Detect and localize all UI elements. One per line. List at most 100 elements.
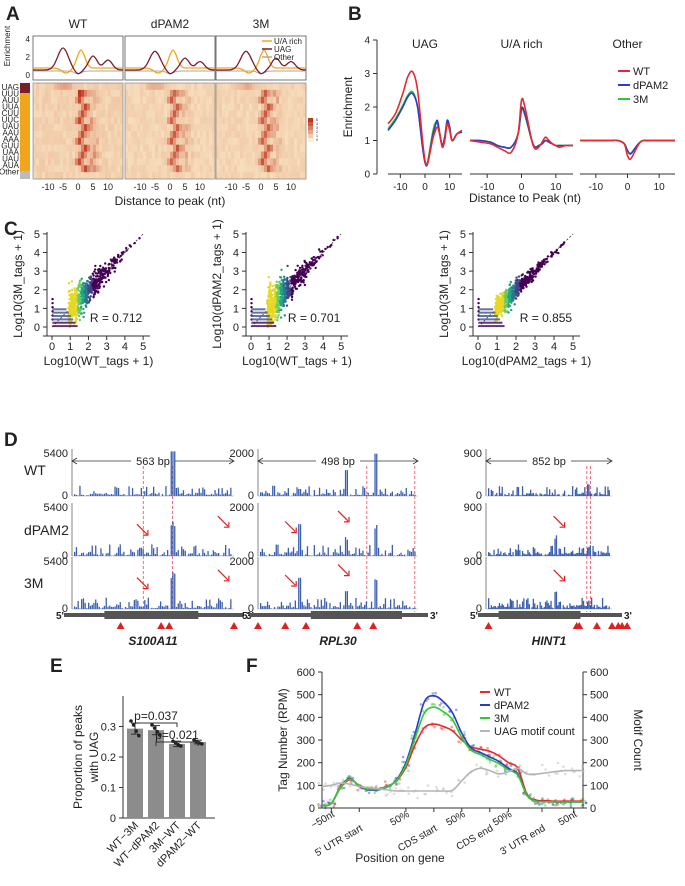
- heatmap-cell: [42, 124, 46, 132]
- heatmap-cell: [249, 131, 253, 139]
- heatmap-xtick: 5: [182, 182, 187, 192]
- d-coverage-bar: [265, 555, 267, 556]
- heatmap-cell: [146, 137, 150, 146]
- d-coverage-bar: [607, 608, 609, 609]
- heatmap-row-label: UAG: [2, 83, 19, 92]
- f-point-dPAM2: [419, 703, 423, 706]
- f-legend-label: UAG motif count: [494, 726, 575, 738]
- f-point-UAG-motif-count: [324, 782, 327, 785]
- f-point-3M: [433, 703, 437, 706]
- c-point: [78, 318, 82, 322]
- heatmap-cell: [209, 165, 213, 173]
- heatmap-cell: [117, 117, 121, 125]
- heatmap-cell: [57, 110, 61, 118]
- c-point: [302, 281, 305, 284]
- d-coverage-bar: [390, 493, 392, 496]
- heatmap-cell: [120, 117, 124, 125]
- d-coverage-bar: [84, 555, 86, 556]
- d-coverage-bar: [500, 605, 502, 609]
- heatmap-cell: [36, 124, 40, 132]
- heatmap-cell: [42, 137, 46, 146]
- d-coverage-bar: [376, 453, 378, 496]
- f-point-dPAM2: [434, 691, 437, 695]
- heatmap-cell: [203, 83, 207, 91]
- d-arrow-head: [291, 581, 297, 587]
- c-xtick: 1: [67, 341, 73, 353]
- heatmap-cell: [42, 96, 46, 104]
- c-point: [517, 279, 521, 282]
- heatmap-cell: [240, 137, 244, 146]
- heatmap-cell: [222, 110, 226, 118]
- heatmap-cell: [216, 158, 220, 166]
- f-point-dPAM2: [509, 764, 513, 767]
- c-point: [120, 251, 124, 254]
- heatmap-cell: [128, 144, 132, 152]
- c-point: [509, 280, 513, 284]
- heatmap-cell: [105, 137, 109, 146]
- d-strand-5: 5': [242, 611, 250, 622]
- d-coverage-bar: [350, 603, 352, 609]
- f-point-3M: [421, 709, 425, 713]
- f-point-3M: [400, 760, 404, 764]
- d-coverage-bar: [539, 601, 541, 609]
- heatmap-cell: [185, 103, 189, 111]
- c-point: [84, 284, 88, 287]
- heatmap-cell: [146, 96, 150, 104]
- c-point: [276, 316, 279, 319]
- heatmap-cell: [75, 165, 79, 173]
- heatmap-cell: [72, 172, 76, 180]
- d-coverage-bar: [139, 606, 141, 609]
- heatmap-cell: [117, 151, 121, 159]
- heatmap-cell: [69, 144, 73, 152]
- heatmap-cell: [300, 172, 304, 180]
- heatmap-cell: [197, 158, 201, 166]
- d-coverage-bar: [496, 607, 498, 609]
- c-point: [316, 255, 320, 259]
- d-coverage-bar: [325, 601, 328, 609]
- heatmap-cell: [75, 137, 79, 146]
- heatmap-cell: [69, 110, 73, 118]
- d-coverage-bar: [341, 493, 343, 496]
- f-point-WT: [479, 745, 483, 749]
- d-coverage-bar: [228, 494, 230, 496]
- e-point: [158, 733, 162, 737]
- heatmap-cell: [191, 165, 195, 173]
- heatmap-cell: [161, 89, 165, 98]
- heatmap-cell: [102, 172, 106, 180]
- heatmap-cell: [270, 103, 274, 111]
- heatmap-cell: [270, 172, 274, 180]
- heatmap-cell: [191, 110, 195, 118]
- heatmap-cell: [279, 165, 283, 173]
- heatmap-cell: [255, 172, 259, 180]
- d-coverage-bar: [212, 550, 214, 556]
- f-point-UAG-motif-count: [426, 784, 430, 787]
- d-coverage-bar: [296, 551, 298, 556]
- c-point: [73, 287, 76, 290]
- heatmap-cell: [212, 124, 216, 132]
- heatmap-cell: [188, 165, 192, 173]
- c-xtick: 5: [140, 341, 146, 353]
- d-coverage-bar: [156, 547, 158, 556]
- heatmap-cell: [279, 158, 283, 166]
- d-coverage-bar: [107, 552, 109, 556]
- d-coverage-bar: [377, 547, 380, 556]
- c-point: [508, 289, 511, 293]
- d-coverage-bar: [332, 606, 335, 609]
- heatmap-cell: [252, 124, 256, 132]
- d-coverage-bar: [186, 494, 188, 496]
- heatmap-cell: [179, 151, 183, 159]
- heatmap-cell: [137, 110, 141, 118]
- heatmap-cell: [111, 151, 115, 159]
- heatmap-cell: [140, 117, 144, 125]
- c-point: [117, 255, 120, 259]
- heatmap-cell: [57, 137, 61, 146]
- heatmap-cell: [117, 165, 121, 173]
- heatmap-cell: [212, 110, 216, 118]
- heatmap-cell: [282, 110, 286, 118]
- heatmap-cell: [78, 165, 82, 173]
- c-ylabel: Log10(dPAM2_tags + 1): [210, 219, 224, 349]
- heatmap-cell: [81, 89, 85, 98]
- heatmap-cell: [131, 172, 135, 180]
- heatmap-cell: [194, 89, 198, 98]
- d-coverage-bar: [175, 552, 178, 556]
